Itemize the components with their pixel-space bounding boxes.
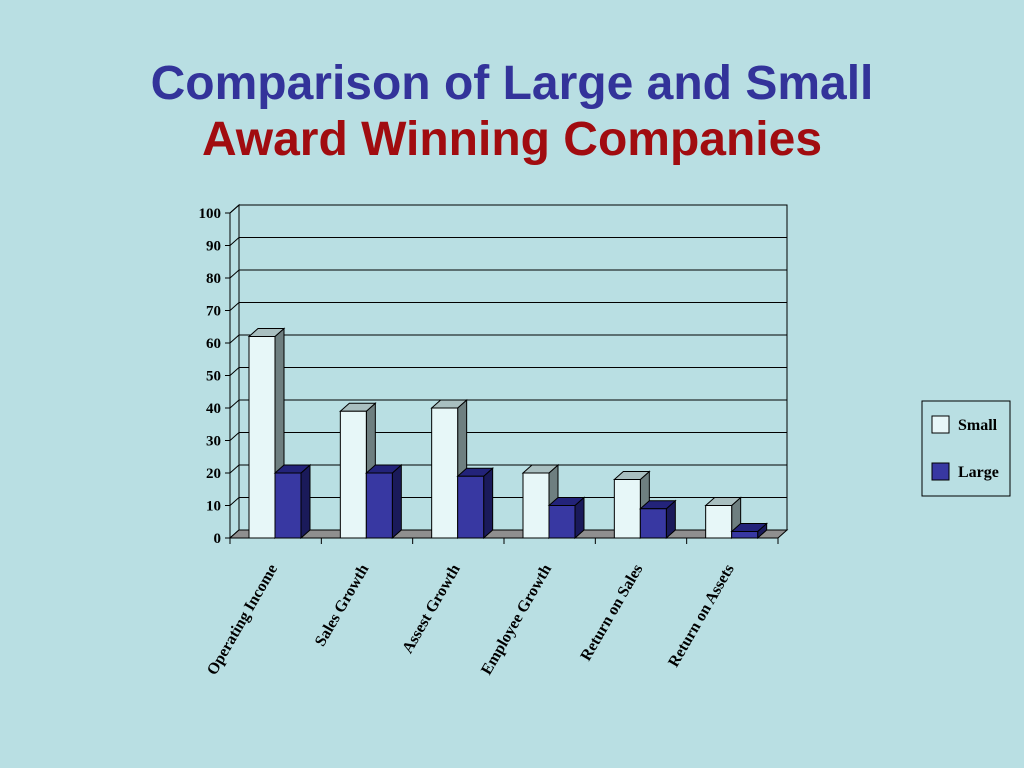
- legend-swatch-large: [931, 462, 950, 481]
- gridline-side: [229, 464, 240, 474]
- bar-small-front: [613, 479, 641, 539]
- bar-large-front: [639, 508, 667, 539]
- bar-large-side: [483, 467, 494, 540]
- x-category-label: Employee Growth: [478, 561, 555, 677]
- bar-small-front: [431, 407, 459, 539]
- y-tick-label: 30: [206, 434, 221, 450]
- bar-large-front: [365, 472, 393, 539]
- gridline-side: [229, 399, 240, 409]
- y-tick-label: 10: [206, 499, 221, 515]
- y-tick-label: 90: [206, 239, 221, 255]
- y-tick-label: 60: [206, 336, 221, 352]
- x-category-label: Return on Sales: [578, 562, 647, 664]
- bar-small-front: [705, 505, 733, 539]
- gridline-side: [229, 302, 240, 311]
- slide-title: Comparison of Large and Small Award Winn…: [0, 56, 1024, 168]
- gridline-side: [229, 237, 240, 246]
- bar-small-front: [339, 410, 367, 539]
- bar-large: [273, 463, 312, 540]
- bar-small-front: [248, 336, 276, 539]
- title-line-2: Award Winning Companies: [201, 113, 823, 166]
- legend-box: [921, 400, 1011, 497]
- legend-label-large: Large: [958, 464, 999, 481]
- gridline-side: [229, 497, 240, 506]
- bar-large: [730, 522, 768, 540]
- y-tick-label: 50: [206, 369, 221, 385]
- bar-large-front: [457, 475, 485, 539]
- bar-large-front: [731, 531, 759, 539]
- y-tick-label: 20: [206, 466, 221, 482]
- x-category-label: Sales Growth: [312, 561, 373, 649]
- x-category-label: Return on Assets: [665, 562, 738, 671]
- gridline-side: [229, 204, 240, 214]
- x-category-label: Assest Growth: [399, 561, 464, 656]
- legend: Small Large: [921, 400, 1011, 497]
- legend-label-small: Small: [958, 417, 998, 434]
- y-tick-label: 70: [206, 304, 221, 320]
- title-line-1: Comparison of Large and Small: [150, 57, 874, 110]
- gridline-side: [229, 334, 240, 344]
- bar-small-front: [522, 472, 550, 539]
- y-tick-label: 0: [214, 531, 222, 547]
- y-tick-label: 40: [206, 401, 221, 417]
- gridline-side: [229, 432, 240, 441]
- x-category-label: Operating Income: [204, 562, 281, 679]
- bar-large: [456, 467, 494, 540]
- gridline-side: [229, 269, 240, 279]
- y-tick-label: 100: [199, 206, 222, 222]
- bar-large-side: [300, 463, 311, 540]
- y-tick-label: 80: [206, 271, 221, 287]
- bar-large-front: [548, 505, 576, 539]
- bar-large-side: [391, 463, 402, 540]
- chart-floor: [228, 529, 789, 539]
- legend-swatch-small: [931, 415, 950, 434]
- bar-large: [365, 463, 403, 540]
- bar-large: [639, 499, 677, 540]
- bar-large-front: [274, 472, 302, 539]
- bar-large: [547, 496, 586, 540]
- gridline-side: [229, 367, 240, 376]
